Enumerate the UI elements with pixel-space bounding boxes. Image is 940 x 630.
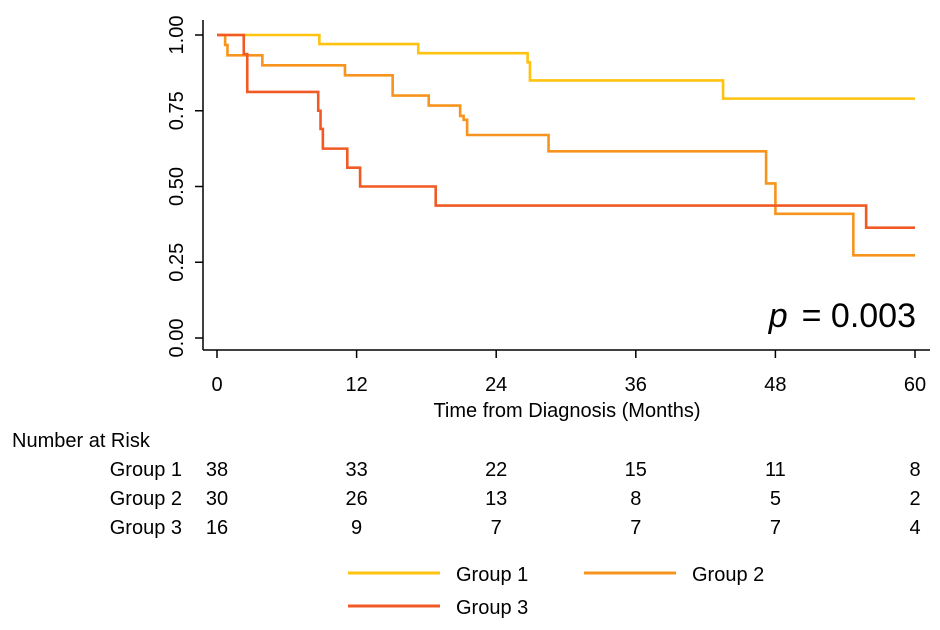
p-value-annotation: p = 0.003 bbox=[768, 297, 916, 335]
risk-row-label: Group 1 bbox=[110, 459, 182, 481]
risk-cell: 7 bbox=[770, 517, 781, 539]
risk-cell: 7 bbox=[491, 517, 502, 539]
risk-cell: 30 bbox=[206, 488, 228, 510]
legend-label-group-3: Group 3 bbox=[456, 597, 528, 619]
x-tick-label: 24 bbox=[485, 374, 507, 396]
risk-cell: 8 bbox=[909, 459, 920, 481]
risk-table-title: Number at Risk bbox=[12, 430, 151, 452]
p-value-text: = 0.003 bbox=[802, 297, 916, 335]
risk-cell: 4 bbox=[909, 517, 920, 539]
p-value-symbol: p bbox=[768, 297, 788, 335]
legend: Group 1 Group 2 Group 3 bbox=[348, 564, 764, 619]
y-tick-label: 0.75 bbox=[166, 91, 188, 130]
risk-cell: 7 bbox=[630, 517, 641, 539]
risk-row-label: Group 2 bbox=[110, 488, 182, 510]
x-tick-label: 48 bbox=[764, 374, 786, 396]
y-tick-label: 0.50 bbox=[166, 167, 188, 206]
risk-cell: 2 bbox=[909, 488, 920, 510]
x-tick-label: 36 bbox=[625, 374, 647, 396]
risk-row-label: Group 3 bbox=[110, 517, 182, 539]
x-tick-label: 60 bbox=[904, 374, 926, 396]
risk-cell: 13 bbox=[485, 488, 507, 510]
x-ticks: 0 12 24 36 48 60 bbox=[211, 350, 926, 396]
x-axis-label: Time from Diagnosis (Months) bbox=[433, 400, 700, 422]
legend-label-group-2: Group 2 bbox=[692, 564, 764, 586]
series-line-group-1 bbox=[217, 33, 915, 100]
risk-cell: 5 bbox=[770, 488, 781, 510]
x-tick-label: 0 bbox=[211, 374, 222, 396]
risk-cell: 9 bbox=[351, 517, 362, 539]
risk-cell: 26 bbox=[345, 488, 367, 510]
risk-cell: 15 bbox=[625, 459, 647, 481]
series-line-group-3 bbox=[217, 33, 915, 230]
risk-cell: 8 bbox=[630, 488, 641, 510]
risk-cell: 11 bbox=[765, 459, 786, 481]
y-tick-label: 0.00 bbox=[166, 319, 188, 358]
risk-table: Group 1 38 33 22 15 11 8 Group 2 30 26 13 8 5 2 Group … bbox=[110, 459, 921, 539]
y-tick-label: 0.25 bbox=[166, 243, 188, 282]
x-tick-label: 12 bbox=[345, 374, 367, 396]
legend-label-group-1: Group 1 bbox=[456, 564, 528, 586]
risk-cell: 22 bbox=[485, 459, 507, 481]
y-tick-label: 1.00 bbox=[166, 16, 188, 55]
y-ticks: 0.00 0.25 0.50 0.75 1.00 bbox=[166, 16, 203, 358]
risk-cell: 33 bbox=[345, 459, 367, 481]
survival-curves bbox=[217, 33, 915, 257]
risk-cell: 16 bbox=[206, 517, 228, 539]
risk-cell: 38 bbox=[206, 459, 228, 481]
